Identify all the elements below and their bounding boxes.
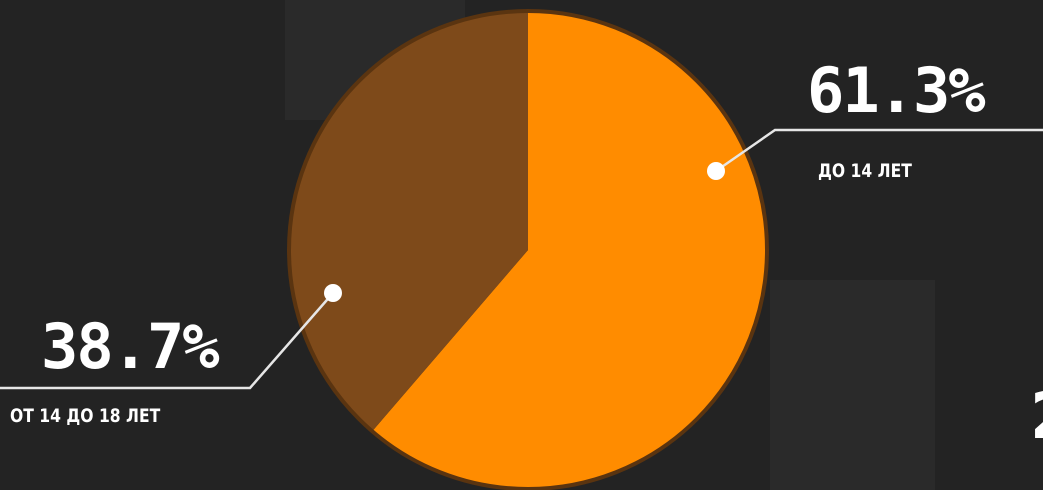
slice-value-label: 38.7%: [41, 310, 220, 383]
slice-category-label: ДО 14 ЛЕТ: [818, 160, 912, 182]
pie-slice: [371, 10, 769, 490]
leader-dot: [707, 162, 725, 180]
leader-dot: [324, 284, 342, 302]
cut-off-text: 2: [1030, 385, 1043, 449]
leader-line: [0, 292, 334, 390]
slice-category-label: ОТ 14 ДО 18 ЛЕТ: [10, 405, 161, 427]
slice-value-label: 61.3%: [807, 54, 986, 127]
leader-line: [715, 128, 1043, 173]
background-panel: [770, 280, 935, 490]
pie-slice: [288, 10, 528, 433]
